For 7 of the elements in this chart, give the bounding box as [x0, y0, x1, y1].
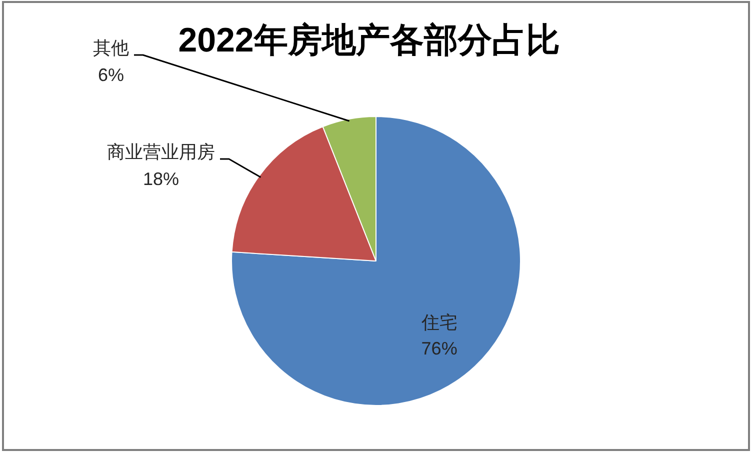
slice-label: 其他 — [93, 38, 129, 58]
chart-title: 2022年房地产各部分占比 — [178, 21, 560, 60]
data-label: 76% — [421, 338, 458, 358]
slice-label: 住宅 — [420, 312, 458, 332]
slice-label: 商业营业用房 — [107, 142, 215, 162]
data-label: 18% — [142, 168, 180, 189]
data-label: 6% — [98, 64, 124, 85]
